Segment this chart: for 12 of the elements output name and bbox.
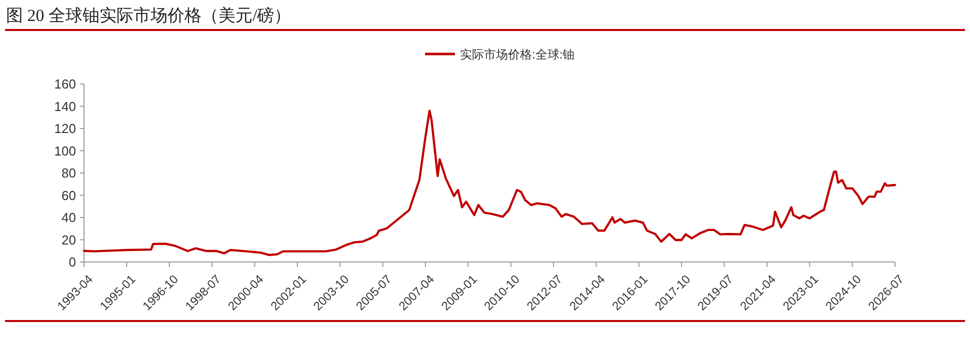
legend: 实际市场价格:全球:铀 — [425, 48, 575, 62]
y-tick-label: 20 — [62, 232, 76, 248]
chart-title: 图 20 全球铀实际市场价格（美元/磅） — [6, 6, 292, 25]
legend-label: 实际市场价格:全球:铀 — [460, 48, 575, 62]
y-tick-label: 160 — [54, 76, 76, 92]
y-tick-label: 80 — [62, 166, 76, 180]
y-tick-label: 40 — [62, 210, 76, 225]
y-tick-label: 60 — [62, 188, 76, 203]
y-tick-label: 100 — [54, 143, 76, 158]
y-tick-label: 0 — [68, 254, 76, 270]
y-tick-label: 120 — [54, 121, 76, 136]
y-tick-label: 140 — [54, 98, 76, 114]
